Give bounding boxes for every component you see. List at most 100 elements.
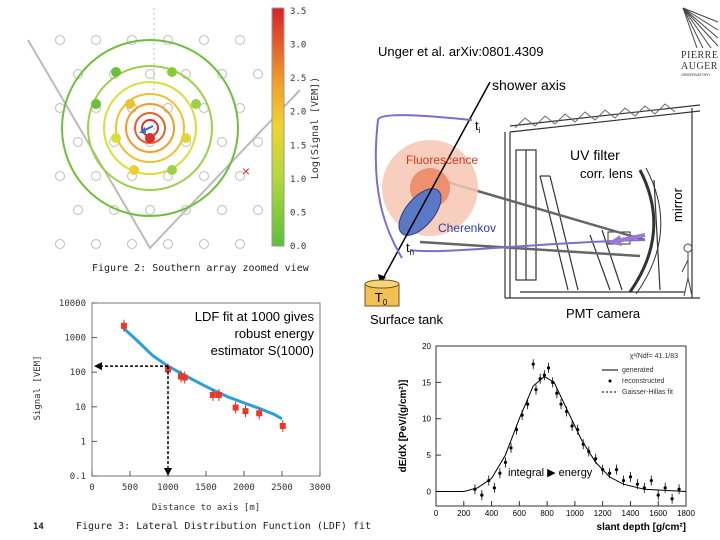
profile-data-point bbox=[480, 493, 484, 497]
profile-data-point bbox=[608, 471, 612, 475]
credit-text: Unger et al. arXiv:0801.4309 bbox=[378, 44, 544, 59]
photon-path-tn bbox=[409, 239, 646, 253]
mirror-label: mirror bbox=[670, 187, 685, 222]
profile-data-point bbox=[487, 478, 491, 483]
figure4-profile-chart: 0 5 10 15 20 0 200 400 600 800 1000 1200 1400 1600 18… bbox=[398, 342, 695, 533]
signal-contours bbox=[61, 39, 239, 217]
colorbar-ticks: 3.5 3.0 2.5 2.0 1.5 1.0 0.5 0.0 bbox=[290, 7, 306, 252]
profile-data-point bbox=[628, 475, 633, 479]
core-marker: × bbox=[242, 163, 250, 179]
logo-rays-icon bbox=[681, 4, 720, 50]
ldf-annotation-line3: estimator S(1000) bbox=[211, 343, 314, 358]
ldf-x-label: Distance to axis [m] bbox=[152, 503, 260, 513]
gaisser-hillas-curve bbox=[436, 375, 687, 492]
profile-data-point bbox=[642, 486, 646, 490]
s1000-down-arrow bbox=[164, 468, 172, 476]
ldf-x-tick-label: 1000 bbox=[157, 483, 179, 493]
profile-data-point bbox=[538, 377, 542, 381]
ti-label: ti bbox=[475, 118, 481, 135]
legend-reconstructed: reconstructed bbox=[622, 378, 665, 385]
light-ray-lower bbox=[419, 240, 641, 258]
profile-plot-area bbox=[435, 345, 687, 507]
profile-y-tick-label: 0 bbox=[427, 487, 432, 496]
s1000-left-arrow bbox=[94, 362, 102, 371]
profile-y-tick-label: 20 bbox=[422, 342, 431, 351]
person-silhouette bbox=[681, 243, 693, 297]
ldf-data-point bbox=[242, 408, 249, 415]
reflected-light-arrowhead bbox=[608, 235, 622, 246]
profile-data-point bbox=[520, 413, 524, 417]
colorbar-tick-label: 1.5 bbox=[290, 141, 306, 151]
profile-data-point bbox=[677, 487, 681, 491]
ldf-annotation-line2: robust energy bbox=[235, 326, 315, 341]
integral-label: integral ▶ energy bbox=[508, 467, 593, 479]
colorbar bbox=[271, 7, 285, 247]
figure3-ldf-chart: 0.1 1 10 100 1000 10000 0 500 1000 1500 2000 2500 3… bbox=[33, 299, 331, 513]
profile-data-point bbox=[559, 402, 563, 406]
profile-data-point bbox=[670, 497, 674, 501]
profile-data-point bbox=[551, 380, 555, 384]
shower-axis-arrowhead bbox=[139, 127, 146, 133]
page-number: 14 bbox=[33, 522, 44, 532]
profile-data-point bbox=[663, 486, 667, 490]
profile-x-tick-label: 1600 bbox=[649, 509, 667, 518]
uv-filter-label: UV filter bbox=[570, 147, 620, 163]
profile-y-tick-label: 5 bbox=[427, 451, 432, 460]
chi2-note: χ²/Ndf= 41.1/83 bbox=[630, 353, 678, 360]
profile-data-point bbox=[614, 468, 619, 472]
telescope-building bbox=[504, 104, 701, 299]
profile-x-ticks: 0 200 400 600 800 1000 1200 1400 1600 1800 bbox=[434, 501, 695, 518]
profile-data-point bbox=[587, 449, 591, 454]
profile-data-point bbox=[542, 373, 546, 377]
t0-label: T0 bbox=[375, 290, 388, 307]
profile-data-point bbox=[555, 391, 559, 395]
profile-data-point bbox=[498, 471, 502, 475]
profile-x-tick-label: 800 bbox=[540, 509, 554, 518]
triggered-tanks bbox=[91, 67, 201, 175]
ldf-annotation-line1: LDF fit at 1000 gives bbox=[195, 309, 315, 324]
logo-text-3: OBSERVATORY bbox=[681, 72, 711, 77]
profile-data-point bbox=[531, 362, 535, 366]
ldf-data-point bbox=[165, 366, 171, 373]
pierre-auger-logo: PIERRE AUGER OBSERVATORY bbox=[681, 4, 720, 90]
ldf-y-tick-label: 10 bbox=[75, 403, 86, 413]
cherenkov-label: Cherenkov bbox=[438, 221, 496, 235]
colorbar-tick-label: 0.0 bbox=[290, 242, 306, 252]
ldf-y-tick-label: 1 bbox=[81, 437, 86, 447]
logo-text-2: AUGER bbox=[681, 61, 718, 72]
surface-tank-label: Surface tank bbox=[370, 312, 443, 327]
ldf-x-ticks: 0 500 1000 1500 2000 2500 3000 bbox=[89, 483, 331, 493]
colorbar-label: Log(Signal [VEM]) bbox=[310, 77, 321, 179]
ldf-x-tick-label: 0 bbox=[89, 483, 94, 493]
profile-x-tick-label: 1200 bbox=[594, 509, 612, 518]
profile-data-point bbox=[601, 468, 605, 472]
ldf-y-ticks: 0.1 1 10 100 1000 10000 bbox=[59, 299, 86, 482]
array-boundary bbox=[27, 39, 301, 250]
profile-data-point bbox=[564, 409, 569, 414]
ldf-y-tick-label: 1000 bbox=[64, 334, 86, 344]
profile-data-point bbox=[594, 457, 598, 461]
ldf-y-tick-label: 100 bbox=[70, 368, 86, 378]
ldf-data-point bbox=[279, 422, 286, 429]
profile-x-tick-label: 400 bbox=[485, 509, 499, 518]
ldf-fit-curve bbox=[121, 326, 283, 421]
colorbar-tick-label: 1.0 bbox=[290, 175, 306, 185]
profile-data-point bbox=[621, 478, 626, 483]
profile-data-point bbox=[635, 482, 639, 486]
ldf-x-tick-label: 3000 bbox=[309, 483, 331, 493]
ldf-data-point bbox=[181, 374, 188, 381]
ldf-data-point bbox=[177, 373, 184, 380]
profile-data-point bbox=[581, 442, 585, 446]
profile-data-point bbox=[473, 487, 477, 491]
figure2-caption: Figure 2: Southern array zoomed view bbox=[92, 263, 309, 274]
profile-data-point bbox=[546, 366, 551, 370]
colorbar-tick-label: 2.5 bbox=[290, 74, 306, 84]
figure3-caption: Figure 3: Lateral Distribution Function … bbox=[76, 521, 372, 532]
profile-x-label: slant depth [g/cm²] bbox=[597, 522, 686, 533]
ldf-data-point bbox=[209, 391, 216, 398]
ldf-y-label: Signal [VEM] bbox=[33, 355, 43, 420]
fluorescence-detector-diagram: Unger et al. arXiv:0801.4309 bbox=[364, 44, 701, 327]
corr-lens-label: corr. lens bbox=[580, 166, 633, 181]
ldf-data-point bbox=[256, 410, 263, 417]
figure2-array-panel: × 3.5 3.0 2.5 2.0 1.5 1.0 0.5 0.0 Log(Signal [V… bbox=[27, 7, 321, 252]
